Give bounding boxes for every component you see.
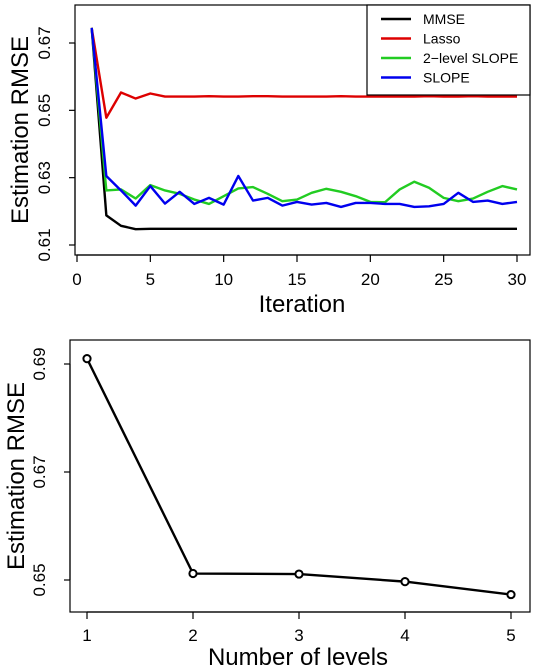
legend-box [366,4,531,96]
y-tick-label: 0.67 [35,26,54,59]
x-tick-label: 3 [294,626,303,645]
data-point [400,577,410,587]
data-point [188,568,198,579]
x-tick-label: 25 [434,270,453,289]
y-tick-label: 0.65 [30,563,49,596]
y-tick-label: 0.65 [35,94,54,127]
series-1 [82,354,516,600]
series-line [90,27,518,206]
x-tick-label: 30 [508,270,527,289]
series-line [85,358,512,596]
x-tick-label: 0 [72,270,81,289]
x-axis-title: Number of levels [208,644,388,666]
legend-label: MMSE [423,11,465,27]
x-axis: 1 2 3 4 5 Number of levels [82,611,516,666]
x-axis-title: Iteration [259,291,346,318]
series-line [90,27,518,209]
x-tick-label: 5 [146,270,155,289]
legend-label: Lasso [423,31,461,47]
data-point [294,569,304,579]
x-tick-label: 10 [214,270,233,289]
x-axis: 0 5 10 15 20 25 30 Iteration [72,254,527,318]
y-axis-title: Estimation RMSE [3,382,30,570]
y-tick-label: 0.69 [30,347,49,380]
series-line [90,27,517,119]
legend-label: 2−level SLOPE [423,50,518,66]
series-2-level-slope [90,27,518,206]
x-tick-label: 4 [400,626,409,645]
x-tick-label: 2 [188,626,197,645]
y-axis-title: Estimation RMSE [7,36,34,224]
x-tick-label: 1 [82,626,91,645]
legend-label: SLOPE [423,70,470,86]
series-line [90,27,517,231]
series-slope [90,27,518,209]
x-tick-label: 20 [361,270,380,289]
series-mmse [90,27,517,231]
legend: MMSE Lasso 2−level SLOPE SLOPE [366,4,531,96]
y-tick-label: 0.63 [35,161,54,194]
x-tick-label: 15 [288,270,307,289]
chart-2: 1 2 3 4 5 Number of levels 0.65 0.67 0.69Estimat… [3,339,531,666]
data-point [506,589,516,600]
chart-1: 0 5 10 15 20 25 30 Iteration 0.61 0.63 0.65 0.67Est… [7,4,531,318]
y-tick-label: 0.61 [35,228,54,261]
x-tick-label: 5 [506,626,515,645]
data-point [82,354,92,364]
series-lasso [90,27,517,119]
y-tick-label: 0.67 [30,455,49,488]
